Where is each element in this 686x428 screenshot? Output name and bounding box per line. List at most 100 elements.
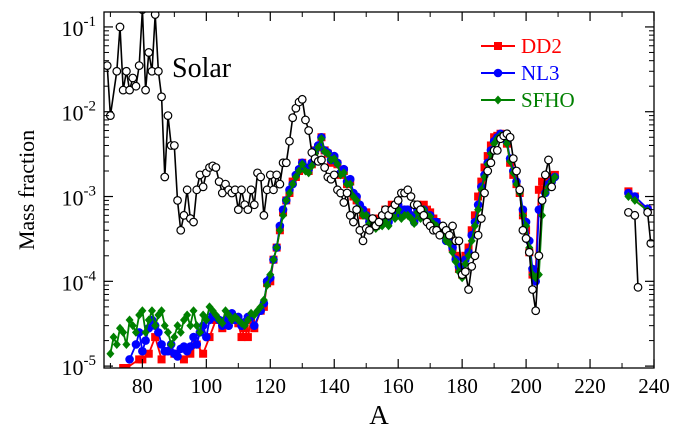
data-point-sfho bbox=[630, 195, 639, 205]
data-point-solar bbox=[189, 217, 198, 227]
legend-label-nl3: NL3 bbox=[521, 61, 560, 85]
data-point-sfho bbox=[125, 315, 134, 325]
data-point-solar bbox=[473, 230, 483, 240]
data-point-solar bbox=[524, 247, 534, 257]
data-point-sfho bbox=[119, 327, 128, 337]
data-point-sfho bbox=[285, 188, 294, 198]
legend-marker-dd2 bbox=[494, 42, 502, 50]
data-point-sfho bbox=[298, 159, 307, 169]
x-tick-label: 240 bbox=[638, 374, 670, 398]
data-point-sfho bbox=[192, 321, 201, 331]
data-point-solar bbox=[104, 61, 112, 70]
x-tick-label: 100 bbox=[191, 374, 223, 398]
legend-label-sfho: SFHO bbox=[521, 88, 575, 112]
data-point-dd2 bbox=[470, 211, 479, 220]
data-point-sfho bbox=[288, 179, 297, 189]
data-point-solar bbox=[237, 185, 246, 195]
data-point-sfho bbox=[467, 236, 476, 246]
data-point-nl3 bbox=[189, 332, 198, 342]
data-point-sfho bbox=[112, 339, 121, 349]
data-point-dd2 bbox=[419, 200, 428, 209]
data-point-sfho bbox=[390, 214, 399, 224]
series-nl3 bbox=[125, 129, 652, 364]
y-tick-label: 10-1 bbox=[62, 14, 97, 41]
data-point-dd2 bbox=[534, 185, 543, 194]
data-point-nl3 bbox=[141, 336, 150, 345]
data-point-sfho bbox=[451, 257, 460, 267]
data-point-solar bbox=[349, 217, 358, 227]
data-point-solar bbox=[128, 73, 138, 83]
legend-marker-nl3 bbox=[493, 68, 503, 78]
data-point-solar bbox=[406, 192, 416, 201]
data-point-solar bbox=[163, 111, 173, 121]
data-point-sfho bbox=[474, 205, 483, 215]
data-point-sfho bbox=[538, 210, 547, 220]
data-point-sfho bbox=[470, 221, 479, 231]
data-point-solar bbox=[320, 163, 330, 172]
data-point-solar bbox=[285, 136, 294, 146]
data-point-solar bbox=[630, 210, 640, 220]
data-point-nl3 bbox=[154, 328, 163, 337]
data-point-solar bbox=[134, 61, 144, 70]
data-point-solar bbox=[243, 205, 253, 215]
data-point-sfho bbox=[266, 270, 275, 280]
data-point-nl3 bbox=[138, 346, 147, 356]
data-point-dd2 bbox=[122, 364, 131, 368]
data-point-solar bbox=[301, 115, 310, 125]
data-point-dd2 bbox=[474, 192, 483, 201]
data-point-solar bbox=[470, 251, 480, 261]
data-point-solar bbox=[518, 225, 528, 235]
data-point-sfho bbox=[157, 306, 166, 316]
data-point-sfho bbox=[352, 195, 361, 205]
data-point-solar bbox=[150, 12, 160, 19]
data-point-dd2 bbox=[157, 355, 166, 364]
data-point-sfho bbox=[346, 179, 355, 189]
data-point-sfho bbox=[323, 149, 332, 159]
data-point-sfho bbox=[243, 315, 252, 325]
data-point-dd2 bbox=[199, 349, 208, 358]
data-point-sfho bbox=[173, 321, 182, 331]
data-point-sfho bbox=[464, 251, 473, 261]
series-sfho bbox=[106, 131, 652, 359]
data-point-solar bbox=[249, 200, 259, 210]
data-point-solar bbox=[339, 198, 349, 207]
data-point-sfho bbox=[384, 221, 393, 231]
data-point-sfho bbox=[240, 321, 249, 331]
data-point-solar bbox=[125, 85, 134, 95]
data-point-solar bbox=[275, 179, 285, 189]
data-point-sfho bbox=[122, 339, 131, 349]
data-point-solar bbox=[281, 158, 291, 168]
data-point-sfho bbox=[202, 315, 211, 325]
x-tick-label: 220 bbox=[574, 374, 606, 398]
data-point-dd2 bbox=[144, 349, 153, 358]
data-point-sfho bbox=[141, 327, 150, 337]
data-point-dd2 bbox=[179, 355, 188, 364]
data-point-sfho bbox=[333, 159, 342, 169]
data-point-sfho bbox=[339, 168, 348, 178]
data-point-solar bbox=[528, 285, 537, 294]
data-point-sfho bbox=[256, 302, 265, 312]
x-tick-label: 180 bbox=[446, 374, 478, 398]
solar-annotation: Solar bbox=[172, 53, 232, 84]
data-point-sfho bbox=[163, 327, 172, 337]
data-point-solar bbox=[112, 66, 122, 76]
data-point-sfho bbox=[263, 280, 272, 290]
data-point-dd2 bbox=[151, 333, 160, 342]
data-point-solar bbox=[160, 172, 170, 182]
data-point-solar bbox=[342, 188, 352, 198]
data-point-solar bbox=[476, 214, 486, 223]
y-tick-label: 10-5 bbox=[62, 353, 97, 380]
data-point-sfho bbox=[362, 210, 371, 220]
data-point-solar bbox=[540, 170, 550, 180]
data-point-sfho bbox=[109, 332, 118, 342]
data-point-sfho bbox=[275, 225, 284, 235]
data-point-dd2 bbox=[480, 163, 489, 172]
data-point-sfho bbox=[317, 134, 326, 144]
series-solar bbox=[104, 12, 654, 316]
data-point-solar bbox=[182, 185, 192, 195]
data-point-solar bbox=[547, 182, 557, 192]
data-point-sfho bbox=[147, 306, 156, 316]
data-point-solar bbox=[358, 236, 368, 246]
data-point-solar bbox=[646, 239, 654, 248]
data-point-solar bbox=[534, 251, 544, 261]
